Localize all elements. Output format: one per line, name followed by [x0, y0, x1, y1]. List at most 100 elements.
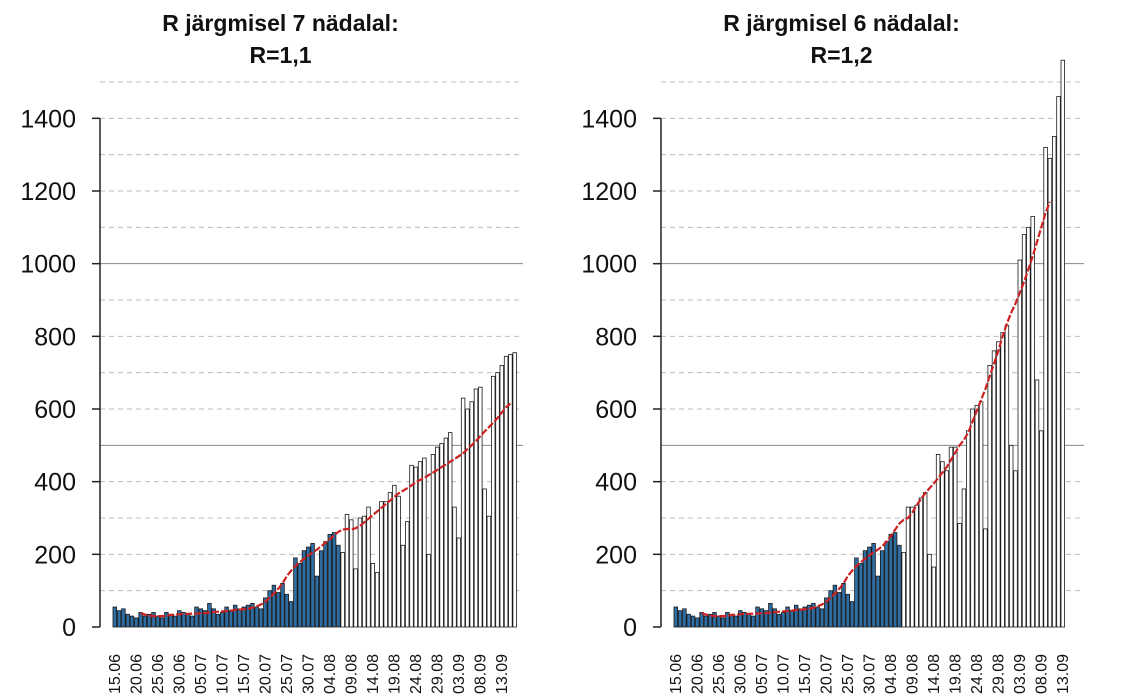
bar-observed [267, 590, 272, 628]
bar-projected [974, 404, 979, 628]
bar-observed [750, 615, 756, 628]
bar-projected [1013, 470, 1018, 628]
bar-observed [759, 608, 764, 628]
bar-observed [802, 606, 807, 628]
bar-projected [486, 515, 492, 628]
bar-observed [879, 550, 885, 628]
bar-observed [297, 563, 302, 628]
bar-observed [284, 593, 289, 628]
bar-observed [310, 543, 315, 628]
bar-projected [927, 553, 932, 628]
bar-observed [686, 613, 691, 628]
bar-observed [884, 541, 889, 628]
chart-subtitle: R=1,1 [249, 42, 312, 68]
bar-observed [142, 615, 148, 628]
x-tick-label: 04.08 [883, 654, 900, 694]
x-tick-label: 29.08 [990, 654, 1007, 694]
bar-projected [387, 492, 393, 628]
bar-projected [1021, 234, 1027, 628]
bar-observed [224, 606, 229, 628]
bar-observed [677, 610, 683, 628]
x-tick-label: 09.08 [904, 654, 921, 694]
x-tick-label: 20.06 [689, 654, 706, 694]
x-tick-label: 19.08 [947, 654, 964, 694]
bar-observed [254, 606, 259, 628]
bar-projected [490, 375, 496, 628]
bar-observed [781, 612, 786, 628]
bar-observed [763, 610, 769, 628]
x-tick-label: 10.07 [775, 654, 792, 694]
y-tick-label: 800 [34, 323, 76, 351]
bar-projected [961, 488, 967, 628]
bar-projected [1039, 430, 1044, 628]
x-tick-label: 15.07 [236, 654, 253, 694]
bar-projected [512, 352, 517, 628]
bar-observed [673, 606, 678, 628]
bar-projected [482, 488, 487, 628]
bar-projected [361, 515, 367, 628]
x-tick-label: 03.09 [451, 654, 468, 694]
x-tick-label: 09.08 [343, 654, 360, 694]
bar-observed [772, 608, 777, 628]
bar-projected [379, 501, 384, 628]
y-tick-label: 800 [595, 323, 637, 351]
bar-observed [207, 602, 212, 628]
chart-subtitle: R=1,2 [810, 42, 873, 68]
bar-projected [460, 397, 466, 628]
x-tick-label: 04.08 [322, 654, 339, 694]
bar-observed [164, 612, 169, 628]
bar-projected [409, 464, 414, 628]
bar-projected [503, 355, 509, 628]
bar-observed [871, 543, 876, 628]
bar-observed [785, 606, 790, 628]
y-tick-label: 200 [34, 541, 76, 569]
bar-observed [215, 613, 221, 628]
bar-projected [987, 364, 992, 628]
x-tick-label: 24.08 [969, 654, 986, 694]
bar-projected [957, 523, 962, 628]
y-tick-label: 1200 [20, 178, 76, 206]
chart-plot-right: 0 200 400 600 800 1000 1200 1400 15.06 20.06 25.06… [581, 59, 1084, 694]
bar-projected [417, 461, 423, 628]
bar-observed [275, 592, 281, 628]
bar-observed [293, 557, 298, 628]
y-tick-label: 1200 [581, 178, 637, 206]
bar-observed [220, 612, 225, 628]
bar-observed [185, 613, 191, 628]
bar-projected [914, 504, 919, 628]
bar-observed [746, 613, 752, 628]
bar-projected [435, 446, 440, 628]
bar-projected [1043, 146, 1048, 628]
bar-observed [875, 575, 881, 628]
bar-projected [452, 506, 457, 628]
bar-projected [901, 552, 906, 628]
bar-projected [1034, 379, 1040, 628]
bar-observed [716, 615, 721, 628]
bar-projected [478, 386, 483, 628]
bar-projected [426, 553, 431, 628]
bar-projected [404, 521, 410, 628]
bar-projected [344, 513, 350, 628]
bar-projected [400, 544, 406, 628]
bar-observed [172, 615, 178, 628]
bar-projected [469, 401, 474, 628]
x-tick-label: 14.08 [365, 654, 382, 694]
bar-observed [151, 612, 156, 628]
x-tick-label: 24.08 [408, 654, 425, 694]
bar-observed [125, 613, 130, 628]
bar-observed [138, 612, 143, 628]
bar-projected [456, 537, 461, 628]
chart-plot-left: 0 200 400 600 800 1000 1200 1400 15.06 20.06 25.06… [20, 81, 523, 694]
bar-observed [854, 557, 859, 628]
bar-projected [905, 506, 911, 628]
bar-observed [828, 590, 833, 628]
bar-observed [789, 610, 795, 628]
bar-observed [336, 544, 341, 628]
bar-observed [116, 610, 122, 628]
bar-observed [228, 610, 234, 628]
bar-projected [918, 497, 924, 628]
bar-projected [983, 528, 988, 628]
bar-observed [720, 617, 726, 628]
x-tick-label: 20.06 [128, 654, 145, 694]
bar-observed [811, 602, 816, 628]
